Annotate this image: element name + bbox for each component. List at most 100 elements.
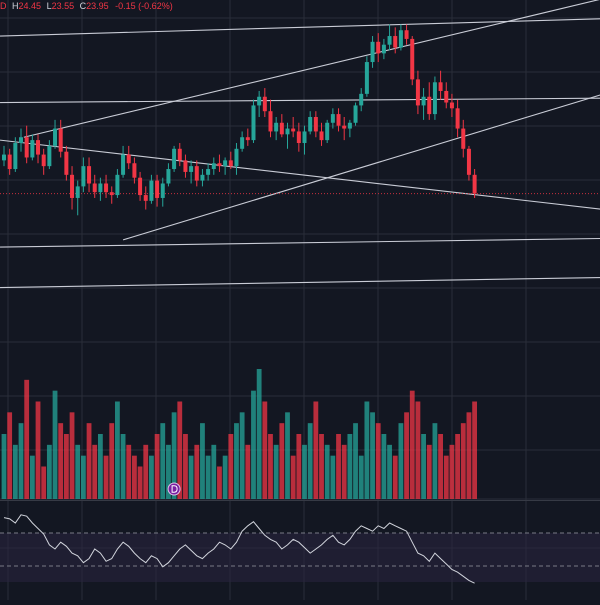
- candle[interactable]: [172, 145, 177, 172]
- candle[interactable]: [7, 148, 12, 175]
- volume-bar[interactable]: [455, 434, 460, 499]
- candle[interactable]: [257, 90, 262, 117]
- candle[interactable]: [13, 137, 18, 172]
- candle[interactable]: [427, 82, 432, 120]
- volume-bar[interactable]: [358, 455, 364, 499]
- candle[interactable]: [285, 122, 290, 149]
- candle[interactable]: [342, 116, 347, 141]
- candle[interactable]: [183, 154, 188, 178]
- volume-bar[interactable]: [217, 466, 222, 500]
- volume-bar[interactable]: [472, 401, 478, 500]
- volume-bar[interactable]: [285, 412, 290, 499]
- candle[interactable]: [359, 88, 364, 112]
- candle[interactable]: [410, 36, 415, 86]
- volume-bar[interactable]: [137, 466, 143, 500]
- volume-bar[interactable]: [262, 401, 268, 500]
- candle[interactable]: [53, 119, 58, 149]
- candle[interactable]: [19, 128, 24, 152]
- trend-line[interactable]: [122, 94, 600, 241]
- candle[interactable]: [370, 36, 375, 68]
- volume-bar[interactable]: [132, 455, 137, 499]
- rsi-line[interactable]: [3, 514, 475, 584]
- volume-bar[interactable]: [319, 434, 324, 499]
- volume-bar[interactable]: [24, 379, 30, 499]
- volume-bar[interactable]: [143, 444, 149, 499]
- trend-line[interactable]: [0, 97, 600, 104]
- volume-bar[interactable]: [35, 401, 41, 500]
- volume-bar[interactable]: [166, 444, 171, 499]
- candle[interactable]: [47, 140, 52, 170]
- volume-bar[interactable]: [426, 444, 432, 499]
- trend-line[interactable]: [0, 18, 600, 37]
- volume-bar[interactable]: [443, 455, 449, 499]
- candle[interactable]: [291, 116, 296, 138]
- volume-bar[interactable]: [296, 434, 302, 499]
- trend-line[interactable]: [0, 276, 600, 289]
- candle[interactable]: [461, 119, 466, 158]
- volume-bar[interactable]: [228, 434, 234, 499]
- candle[interactable]: [81, 157, 86, 193]
- volume-bar[interactable]: [63, 434, 69, 499]
- volume-bar[interactable]: [171, 412, 177, 499]
- volume-bar[interactable]: [69, 412, 75, 499]
- volume-bar[interactable]: [268, 434, 273, 499]
- volume-bar[interactable]: [18, 423, 24, 499]
- volume-bar[interactable]: [52, 390, 58, 499]
- volume-bar[interactable]: [222, 455, 228, 499]
- volume-bar[interactable]: [330, 455, 336, 499]
- candle[interactable]: [313, 111, 318, 138]
- candle[interactable]: [217, 154, 222, 172]
- candle[interactable]: [262, 88, 267, 117]
- volume-bar[interactable]: [234, 423, 239, 499]
- candle[interactable]: [194, 160, 199, 187]
- candlestick-series[interactable]: [2, 24, 477, 216]
- candle[interactable]: [415, 70, 420, 115]
- candle[interactable]: [41, 148, 46, 175]
- trend-drawings[interactable]: [0, 0, 600, 289]
- rsi-pane[interactable]: [0, 514, 600, 584]
- volume-bar[interactable]: [103, 455, 109, 499]
- volume-bar[interactable]: [347, 434, 353, 499]
- candle[interactable]: [166, 163, 171, 187]
- candle[interactable]: [189, 160, 194, 184]
- volume-bar[interactable]: [46, 444, 52, 499]
- candle[interactable]: [155, 174, 160, 207]
- volume-bar[interactable]: [302, 444, 307, 499]
- candle[interactable]: [364, 56, 369, 97]
- candle[interactable]: [398, 24, 403, 51]
- candle[interactable]: [211, 157, 216, 175]
- candle[interactable]: [64, 145, 69, 181]
- volume-bar[interactable]: [421, 434, 426, 499]
- volume-bar[interactable]: [177, 401, 183, 500]
- candle[interactable]: [336, 108, 341, 132]
- volume-bar[interactable]: [353, 423, 358, 499]
- volume-bar[interactable]: [432, 423, 438, 499]
- volume-bar[interactable]: [375, 423, 381, 499]
- volume-bar[interactable]: [7, 412, 13, 499]
- candle[interactable]: [245, 128, 250, 146]
- volume-bar[interactable]: [1, 434, 7, 499]
- candle[interactable]: [308, 111, 313, 135]
- volume-bar[interactable]: [194, 444, 200, 499]
- candle[interactable]: [404, 24, 409, 45]
- candle[interactable]: [279, 114, 284, 138]
- volume-bar[interactable]: [398, 423, 404, 499]
- volume-bar[interactable]: [29, 455, 35, 499]
- candle[interactable]: [455, 99, 460, 138]
- candle[interactable]: [466, 145, 471, 181]
- candle[interactable]: [251, 99, 256, 144]
- candle[interactable]: [160, 177, 165, 207]
- volume-bar[interactable]: [154, 434, 160, 499]
- volume-bar[interactable]: [41, 466, 47, 500]
- volume-bar[interactable]: [92, 444, 98, 499]
- volume-bar[interactable]: [86, 423, 92, 499]
- volume-bar[interactable]: [438, 434, 443, 499]
- candle[interactable]: [438, 70, 443, 100]
- candle[interactable]: [393, 27, 398, 54]
- volume-bar[interactable]: [279, 423, 285, 499]
- volume-bar[interactable]: [387, 444, 392, 499]
- trend-line[interactable]: [0, 237, 600, 248]
- volume-bar[interactable]: [12, 444, 18, 499]
